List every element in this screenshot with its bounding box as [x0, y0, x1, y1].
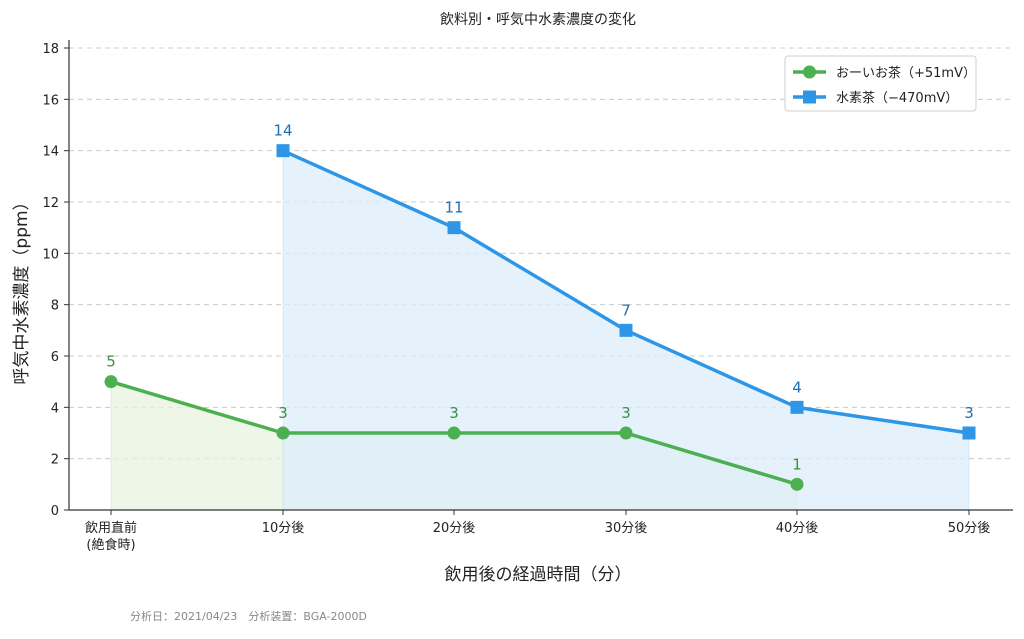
x-tick-label-line: 30分後 — [605, 521, 648, 536]
y-tick-label: 6 — [51, 350, 59, 365]
data-point — [447, 426, 461, 440]
data-label: 3 — [449, 404, 459, 422]
data-point — [619, 323, 633, 337]
data-point — [104, 375, 118, 389]
data-label: 11 — [444, 199, 463, 217]
x-tick-label: 20分後 — [433, 521, 476, 536]
data-point — [276, 426, 290, 440]
x-tick-label: 30分後 — [605, 521, 648, 536]
y-tick-label: 2 — [51, 453, 59, 468]
footer-note: 分析日：2021/04/23 分析装置：BGA-2000D — [130, 609, 367, 623]
y-tick-label: 0 — [51, 504, 59, 519]
data-label: 5 — [106, 353, 116, 371]
series-areas — [110, 149, 970, 511]
y-tick-label: 14 — [42, 145, 59, 160]
x-tick-label: 10分後 — [262, 521, 305, 536]
data-point — [619, 426, 633, 440]
x-tick-label: 40分後 — [776, 521, 819, 536]
x-tick-label: 飲用直前(絶食時) — [85, 520, 137, 553]
data-label: 14 — [273, 122, 292, 140]
y-tick-label: 16 — [42, 93, 59, 108]
data-label: 1 — [792, 455, 802, 473]
legend-marker — [803, 65, 816, 79]
x-axis-label: 飲用後の経過時間（分） — [445, 565, 632, 585]
x-tick-label-line: 40分後 — [776, 521, 819, 536]
x-tick-label-line: 飲用直前 — [85, 520, 137, 536]
y-tick-label: 4 — [51, 401, 59, 416]
data-label: 3 — [621, 404, 631, 422]
y-tick-label: 10 — [42, 247, 59, 262]
data-point — [962, 426, 976, 440]
data-point — [447, 221, 461, 235]
data-label: 3 — [964, 404, 974, 422]
x-tick-label-line: 50分後 — [948, 521, 991, 536]
y-tick-label: 12 — [42, 196, 59, 211]
data-point — [790, 477, 804, 491]
x-tick-label-line: 20分後 — [433, 521, 476, 536]
legend-label: おーいお茶（+51mV） — [836, 65, 976, 81]
y-tick-label: 18 — [42, 42, 59, 57]
series-markers — [104, 144, 976, 491]
chart-title: 飲料別・呼気中水素濃度の変化 — [440, 11, 636, 28]
data-labels: 5 3 3 3 1 14 11 7 4 3 — [106, 122, 974, 474]
data-label: 4 — [792, 378, 802, 396]
grid-lines — [69, 47, 1013, 460]
x-tick-label-line: 10分後 — [262, 521, 305, 536]
y-tick-label: 8 — [51, 299, 59, 314]
legend-label: 水素茶（−470mV） — [836, 90, 958, 106]
x-tick-label-line: (絶食時) — [86, 537, 135, 553]
legend: おーいお茶（+51mV） 水素茶（−470mV） — [784, 55, 977, 112]
data-label: 3 — [278, 404, 288, 422]
data-point — [790, 400, 804, 414]
legend-box — [784, 55, 977, 112]
data-point — [276, 144, 290, 158]
data-label: 7 — [621, 301, 631, 319]
x-tick-label: 50分後 — [948, 521, 991, 536]
legend-marker — [803, 90, 816, 104]
y-axis-label: 呼気中水素濃度（ppm） — [12, 193, 32, 384]
